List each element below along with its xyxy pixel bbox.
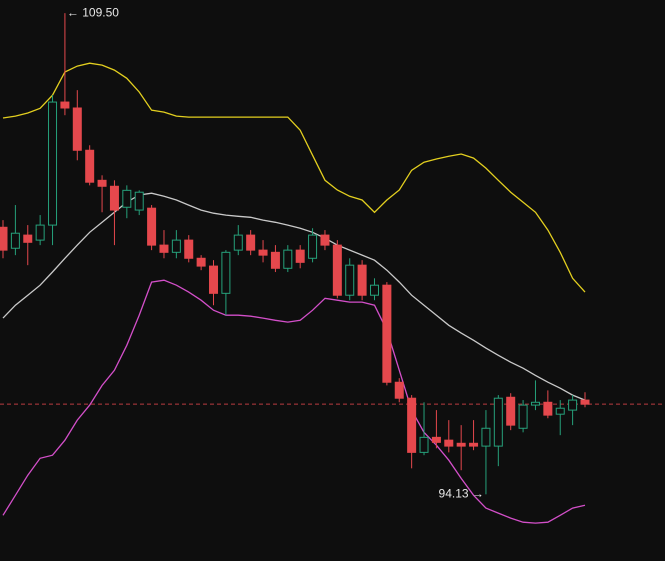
candle-body: [444, 439, 454, 447]
band-line: [2, 62, 586, 293]
candle-body: [196, 257, 206, 267]
candle-body: [72, 107, 82, 151]
candle-body: [122, 189, 132, 208]
candle-body: [270, 251, 280, 269]
candle-body: [431, 436, 441, 443]
candle-body: [48, 101, 58, 226]
candle-body: [555, 407, 565, 415]
candle-body: [345, 264, 355, 296]
band-line: [2, 279, 586, 524]
band-line: [2, 192, 586, 401]
candle-body: [332, 244, 342, 296]
candle-body: [493, 397, 503, 447]
candle-body: [357, 264, 367, 296]
candle-body: [419, 436, 429, 453]
candle-body: [233, 234, 243, 251]
candle-body: [258, 249, 268, 256]
candle-body: [134, 191, 144, 211]
candle-body: [109, 185, 119, 211]
candle-body: [10, 232, 20, 249]
candle-body: [320, 234, 330, 246]
candle-body: [209, 265, 219, 294]
candle-body: [0, 226, 8, 251]
candle-body: [221, 251, 231, 294]
candle-body: [518, 404, 528, 429]
candle-body: [171, 239, 181, 253]
candle-body: [530, 401, 540, 406]
candle-body: [97, 179, 107, 187]
candle-body: [382, 284, 392, 383]
candle-body: [159, 244, 169, 253]
candle-body: [23, 234, 33, 243]
candle-body: [543, 401, 553, 416]
candle-body: [369, 284, 379, 296]
candle-body: [580, 399, 590, 405]
candle-body: [283, 249, 293, 269]
candle-body: [407, 397, 417, 453]
candle-body: [394, 381, 404, 399]
candle-body: [295, 249, 305, 263]
candle-body: [308, 234, 318, 259]
min-annotation: 94.13 →: [439, 486, 484, 500]
candle-body: [85, 149, 95, 183]
candle-body: [469, 442, 479, 447]
candle-body: [506, 396, 516, 426]
candle-body: [456, 442, 466, 447]
candle-body: [60, 101, 70, 109]
candle-body: [568, 399, 578, 411]
candle-body: [481, 427, 491, 447]
max-annotation: ← 109.50: [67, 5, 119, 19]
candle-body: [184, 239, 194, 259]
candle-body: [35, 224, 45, 241]
candle-body: [147, 207, 157, 246]
candle-body: [246, 234, 256, 251]
